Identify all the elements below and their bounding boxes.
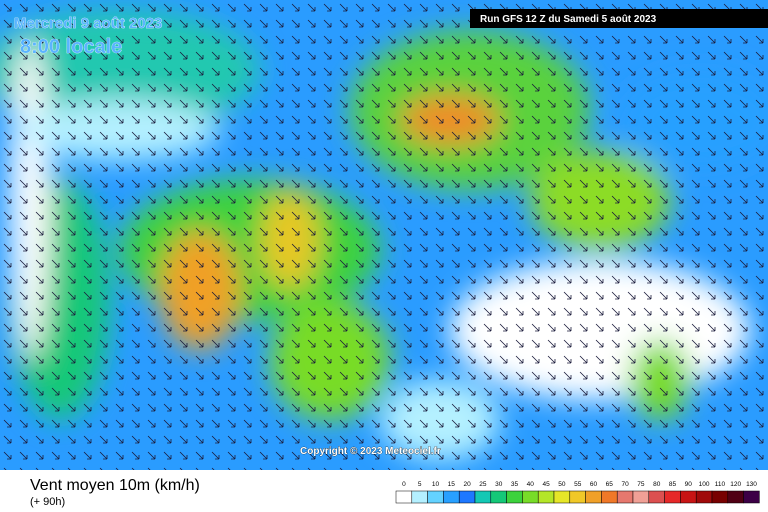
legend-swatch (522, 490, 539, 504)
footer-title: Vent moyen 10m (km/h) (30, 477, 200, 494)
legend-label: 35 (511, 481, 519, 488)
legend-label: 130 (746, 481, 757, 488)
legend-swatch (569, 490, 586, 504)
legend-label: 60 (590, 481, 598, 488)
legend-swatch (711, 490, 729, 504)
wind-field (0, 0, 768, 470)
legend-swatch (648, 490, 665, 504)
legend-label: 80 (653, 481, 661, 488)
legend-swatch (490, 490, 507, 504)
legend-label: 65 (606, 481, 614, 488)
legend-label: 40 (527, 481, 535, 488)
legend-swatch (553, 490, 571, 504)
footer-lead: (+ 90h) (30, 496, 65, 508)
legend-swatch (727, 490, 744, 504)
legend-swatch (585, 490, 602, 504)
legend-label: 75 (637, 481, 645, 488)
legend-swatch (537, 490, 555, 504)
legend-swatch (743, 490, 760, 504)
legend-label: 25 (479, 481, 487, 488)
legend-label: 30 (495, 481, 503, 488)
copyright: Copyright © 2023 Meteociel.fr (300, 446, 441, 457)
legend-label: 110 (715, 481, 726, 488)
legend-label: 10 (432, 481, 440, 488)
legend-swatch (664, 490, 681, 504)
legend-label: 70 (621, 481, 629, 488)
legend-label: 45 (542, 481, 550, 488)
legend-swatch (616, 490, 634, 504)
legend-swatch (411, 490, 428, 504)
legend-label: 55 (574, 481, 582, 488)
legend-label: 90 (685, 481, 693, 488)
legend: 0 5 10 15 20 25 30 35 40 45 50 55 60 65 70 75 80 85 90 100 1… (395, 481, 760, 504)
legend-label: 85 (669, 481, 677, 488)
legend-label: 5 (418, 481, 422, 488)
legend-label: 20 (463, 481, 471, 488)
legend-swatch (680, 490, 697, 504)
legend-swatch (474, 490, 492, 504)
legend-swatch (695, 490, 713, 504)
legend-label: 100 (699, 481, 710, 488)
run-info: Run GFS 12 Z du Samedi 5 août 2023 (480, 14, 657, 25)
legend-swatch (506, 490, 523, 504)
time: 8:00 locale (20, 36, 122, 58)
legend-swatch (427, 490, 444, 504)
legend-swatch (443, 490, 460, 504)
legend-label: 120 (730, 481, 741, 488)
legend-swatch (601, 490, 618, 504)
legend-swatch (632, 490, 650, 504)
legend-label: 15 (448, 481, 456, 488)
legend-label: 0 (402, 481, 406, 488)
date: Mercredi 9 août 2023 (14, 15, 162, 32)
legend-swatch (395, 490, 413, 504)
legend-swatch (458, 490, 476, 504)
legend-label: 50 (558, 481, 566, 488)
